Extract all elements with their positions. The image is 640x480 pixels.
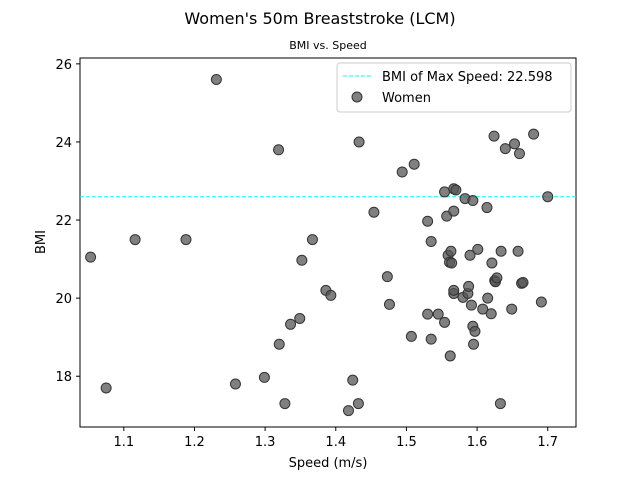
chart-subtitle: BMI vs. Speed	[289, 39, 367, 52]
legend: BMI of Max Speed: 22.598 Women	[336, 62, 572, 113]
data-point	[506, 303, 518, 315]
data-point	[405, 330, 417, 342]
legend-box	[336, 62, 572, 113]
data-point	[279, 398, 291, 410]
x-tick-label: 1.3	[255, 435, 276, 450]
data-point	[210, 73, 222, 85]
legend-points-swatch	[351, 91, 363, 103]
data-point	[450, 184, 462, 196]
data-point	[294, 312, 306, 324]
x-tick-label: 1.1	[113, 435, 134, 450]
data-point	[509, 138, 521, 150]
y-tick-label: 20	[55, 292, 72, 307]
y-tick-label: 26	[55, 58, 72, 73]
x-tick-label: 1.6	[467, 435, 488, 450]
data-point	[535, 296, 547, 308]
data-point	[491, 272, 503, 284]
plot-area	[79, 57, 577, 428]
x-tick-label: 1.4	[325, 435, 346, 450]
data-point	[463, 280, 475, 292]
y-tick-label: 22	[55, 214, 72, 229]
data-point	[342, 405, 354, 417]
data-point	[425, 333, 437, 345]
data-point	[494, 398, 506, 410]
data-point	[446, 257, 458, 269]
data-point	[481, 202, 493, 214]
data-point	[499, 143, 511, 155]
data-point	[408, 158, 420, 170]
data-point	[352, 398, 364, 410]
data-point	[368, 206, 380, 218]
data-point	[482, 292, 494, 304]
y-tick-label: 24	[55, 136, 72, 151]
data-point	[464, 249, 476, 261]
y-axis-ticks: 18 20 22 24 26	[55, 58, 80, 385]
data-point	[448, 284, 460, 296]
data-point	[467, 195, 479, 207]
data-point	[306, 234, 318, 246]
chart-title: Women's 50m Breaststroke (LCM)	[184, 9, 455, 28]
data-point	[477, 303, 489, 315]
x-tick-label: 1.5	[396, 435, 417, 450]
data-point	[469, 325, 481, 337]
data-point	[485, 308, 497, 320]
data-point	[425, 236, 437, 248]
data-point	[439, 316, 451, 328]
data-point	[468, 338, 480, 350]
data-point	[472, 243, 484, 255]
data-point	[513, 148, 525, 160]
data-point	[229, 378, 241, 390]
data-point	[180, 234, 192, 246]
data-point	[495, 245, 507, 257]
x-axis-ticks: 1.1 1.2 1.3 1.4 1.5 1.6 1.7	[113, 427, 558, 450]
data-point	[465, 299, 477, 311]
data-point	[273, 144, 285, 156]
data-point	[488, 130, 500, 142]
data-point	[422, 308, 434, 320]
data-point	[528, 128, 540, 140]
legend-points-label: Women	[382, 91, 431, 106]
data-point	[85, 251, 97, 263]
x-tick-label: 1.2	[184, 435, 205, 450]
data-point	[512, 245, 524, 257]
x-tick-label: 1.7	[537, 435, 558, 450]
data-point	[273, 338, 285, 350]
data-point	[444, 350, 456, 362]
data-point	[347, 374, 359, 386]
data-point	[258, 371, 270, 383]
data-point	[448, 205, 460, 217]
data-point	[353, 136, 365, 148]
data-point	[129, 234, 141, 246]
legend-reference-line-label: BMI of Max Speed: 22.598	[382, 70, 553, 85]
data-point	[383, 298, 395, 310]
data-point	[542, 191, 554, 203]
data-point	[432, 308, 444, 320]
data-point	[100, 382, 112, 394]
data-point	[486, 257, 498, 269]
y-tick-label: 18	[55, 370, 72, 385]
y-axis-label: BMI	[34, 230, 49, 254]
data-point	[325, 289, 337, 301]
data-point	[381, 271, 393, 283]
data-point	[296, 254, 308, 266]
data-point	[517, 277, 529, 289]
data-point	[396, 166, 408, 178]
data-point	[422, 215, 434, 227]
data-point	[439, 186, 451, 198]
data-points-layer	[85, 73, 554, 417]
data-point	[285, 318, 297, 330]
data-point	[445, 245, 457, 257]
plot-frame	[79, 57, 577, 428]
x-axis-label: Speed (m/s)	[289, 456, 368, 471]
